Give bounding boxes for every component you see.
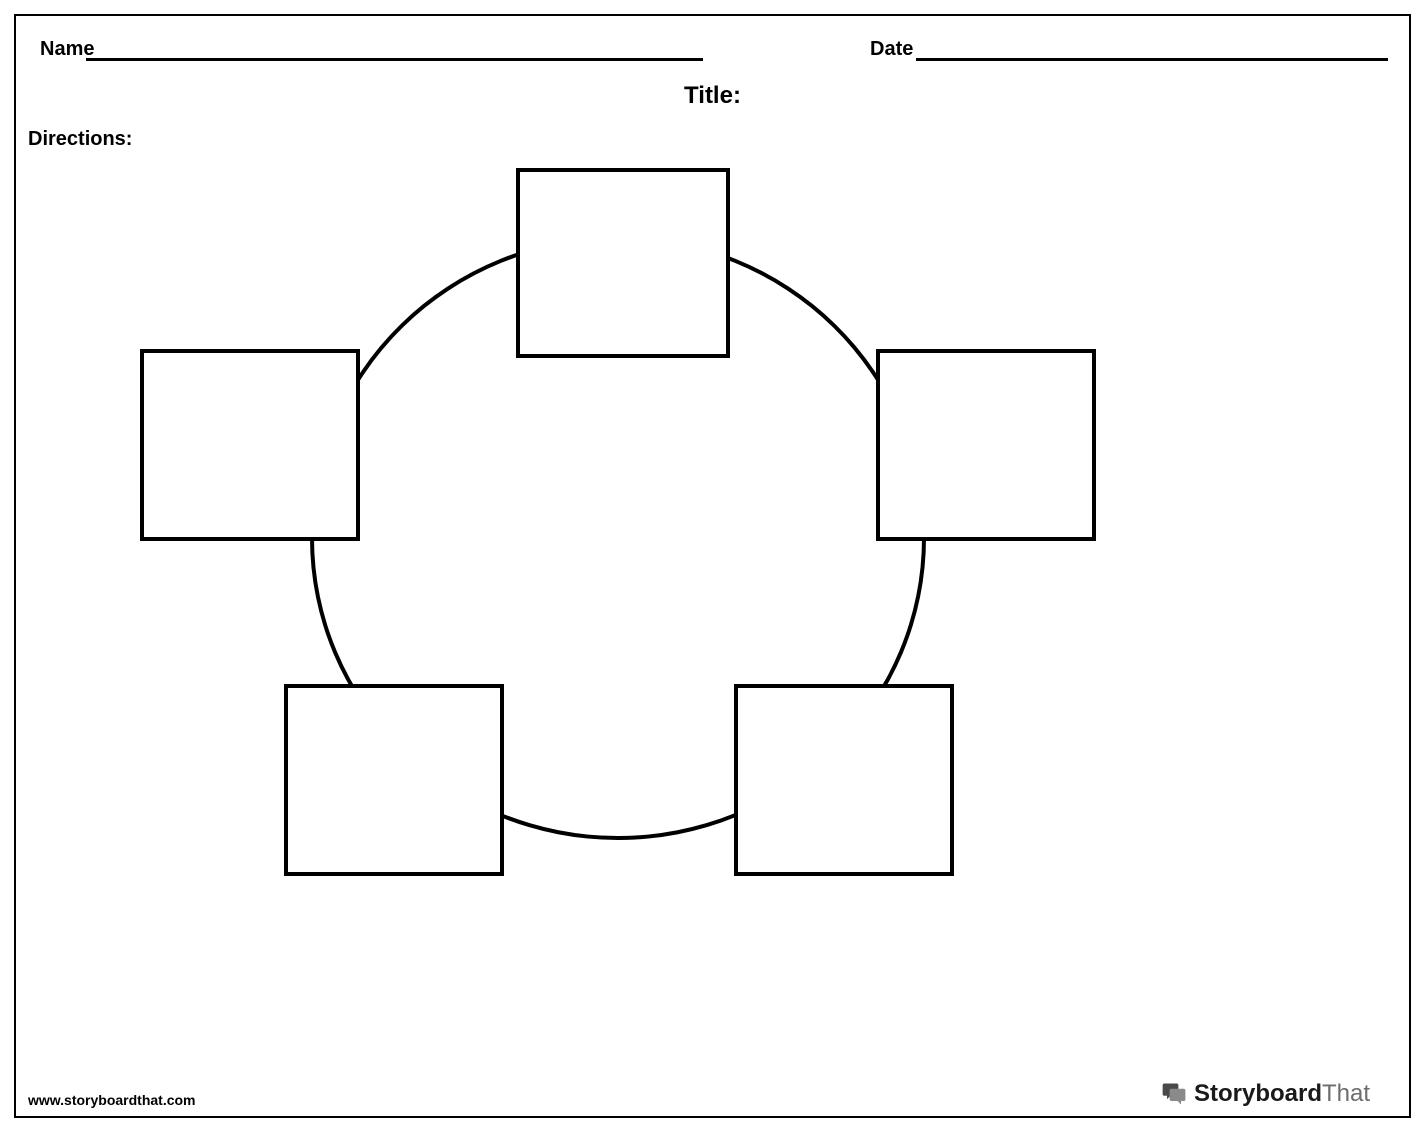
cycle-node-right[interactable]	[876, 349, 1096, 541]
brand-logo: StoryboardThat	[1160, 1080, 1370, 1108]
brand-text: StoryboardThat	[1194, 1080, 1370, 1108]
directions-label: Directions:	[28, 128, 132, 151]
cycle-node-left[interactable]	[140, 349, 360, 541]
date-label: Date	[870, 38, 913, 61]
storyboard-icon	[1160, 1080, 1188, 1108]
footer-url: www.storyboardthat.com	[28, 1092, 196, 1108]
cycle-node-bottom-left[interactable]	[284, 684, 504, 876]
worksheet-page: Name Date Title: Directions: www.storybo…	[0, 0, 1425, 1132]
cycle-node-top[interactable]	[516, 168, 730, 358]
title-label: Title:	[0, 82, 1425, 110]
date-input-line[interactable]	[916, 58, 1388, 61]
cycle-diagram	[120, 168, 1120, 928]
cycle-node-bottom-right[interactable]	[734, 684, 954, 876]
name-input-line[interactable]	[86, 58, 703, 61]
